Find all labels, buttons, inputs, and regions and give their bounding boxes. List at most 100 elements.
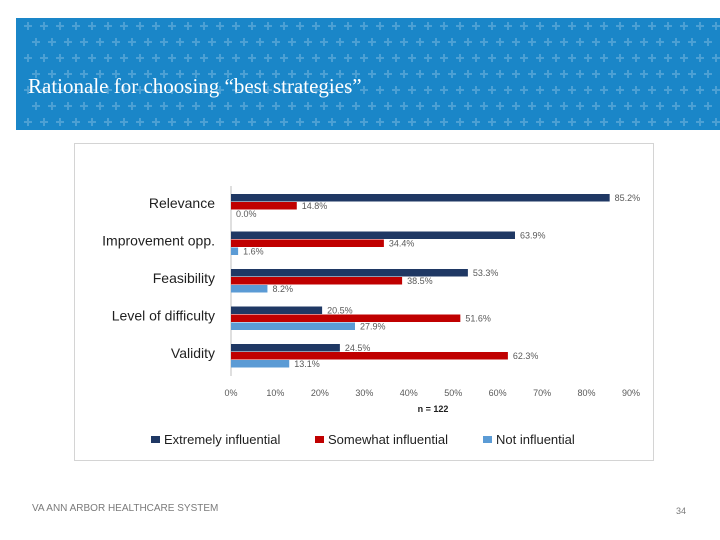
banner-cross — [192, 102, 200, 110]
banner-cross — [680, 86, 688, 94]
bar-chart: Relevance 85.2% 14.8% 0.0% Improvement opp. 6… — [102, 186, 640, 447]
banner-cross — [704, 38, 712, 46]
banner-cross — [160, 70, 168, 78]
banner-cross — [520, 22, 528, 30]
banner-cross — [696, 86, 704, 94]
banner-cross — [528, 102, 536, 110]
bar — [231, 352, 508, 360]
banner-cross — [496, 70, 504, 78]
banner-cross — [144, 102, 152, 110]
banner-cross — [192, 70, 200, 78]
banner-cross — [544, 102, 552, 110]
banner-cross — [632, 86, 640, 94]
banner-cross — [504, 86, 512, 94]
banner-cross — [64, 102, 72, 110]
banner-cross — [296, 22, 304, 30]
banner-cross — [136, 54, 144, 62]
banner-cross — [576, 38, 584, 46]
banner-cross — [304, 70, 312, 78]
category-label: Level of difficulty — [112, 308, 215, 324]
banner-cross — [440, 118, 448, 126]
banner-cross — [152, 22, 160, 30]
banner-cross — [392, 118, 400, 126]
banner-cross — [616, 118, 624, 126]
banner-cross — [504, 22, 512, 30]
banner-cross — [168, 86, 176, 94]
banner-cross — [600, 118, 608, 126]
x-tick-label: 40% — [400, 388, 418, 398]
slide-title: Rationale for choosing “best strategies” — [28, 74, 362, 98]
legend-label: Not influential — [496, 432, 575, 447]
banner-cross — [240, 38, 248, 46]
x-tick-label: 10% — [266, 388, 284, 398]
data-label: 38.5% — [407, 276, 433, 286]
banner-cross — [72, 22, 80, 30]
banner-cross — [632, 22, 640, 30]
banner-cross — [400, 38, 408, 46]
banner-cross — [424, 22, 432, 30]
banner-cross — [160, 102, 168, 110]
banner-cross — [480, 38, 488, 46]
banner-cross — [456, 54, 464, 62]
banner-cross — [368, 102, 376, 110]
banner-cross — [520, 86, 528, 94]
banner-cross — [288, 102, 296, 110]
banner-cross — [584, 118, 592, 126]
legend-label: Somewhat influential — [328, 432, 448, 447]
banner-cross — [392, 22, 400, 30]
banner-cross — [520, 54, 528, 62]
banner-cross — [104, 54, 112, 62]
banner-cross — [616, 54, 624, 62]
banner-cross — [104, 118, 112, 126]
banner-cross — [328, 118, 336, 126]
banner-cross — [440, 22, 448, 30]
bar — [231, 231, 515, 239]
banner-cross — [680, 118, 688, 126]
banner-cross — [232, 118, 240, 126]
banner-cross — [552, 118, 560, 126]
banner-cross — [384, 70, 392, 78]
data-label: 27.9% — [360, 322, 386, 332]
banner-cross — [184, 22, 192, 30]
banner-cross — [448, 38, 456, 46]
banner-cross — [256, 38, 264, 46]
banner-cross — [488, 54, 496, 62]
banner-cross — [648, 86, 656, 94]
banner-cross — [312, 22, 320, 30]
legend-swatch — [315, 436, 324, 443]
bar — [231, 239, 384, 247]
banner-cross — [448, 102, 456, 110]
banner-cross — [168, 54, 176, 62]
banner-cross — [200, 118, 208, 126]
banner-cross — [576, 102, 584, 110]
banner-cross — [656, 38, 664, 46]
banner-cross — [272, 70, 280, 78]
data-label: 51.6% — [465, 314, 491, 324]
banner-cross — [216, 22, 224, 30]
banner-cross — [704, 102, 712, 110]
banner-cross — [640, 38, 648, 46]
bar — [231, 360, 290, 368]
category-label: Improvement opp. — [102, 233, 215, 249]
banner-cross — [56, 22, 64, 30]
chart-frame: Relevance 85.2% 14.8% 0.0% Improvement opp. 6… — [74, 143, 654, 461]
data-label: 20.5% — [327, 306, 353, 316]
banner-cross — [696, 54, 704, 62]
banner-cross — [32, 70, 40, 78]
banner-cross — [400, 102, 408, 110]
banner-cross — [688, 70, 696, 78]
banner-cross — [360, 118, 368, 126]
banner-cross — [552, 22, 560, 30]
banner-cross — [336, 38, 344, 46]
banner-cross — [152, 86, 160, 94]
banner-cross — [128, 38, 136, 46]
banner-cross — [600, 54, 608, 62]
banner-cross — [288, 70, 296, 78]
legend-item: Not influential — [483, 432, 575, 447]
banner-cross — [448, 70, 456, 78]
banner-cross — [472, 86, 480, 94]
banner-cross — [624, 38, 632, 46]
banner-cross — [136, 118, 144, 126]
banner-cross — [192, 38, 200, 46]
banner-cross — [464, 38, 472, 46]
